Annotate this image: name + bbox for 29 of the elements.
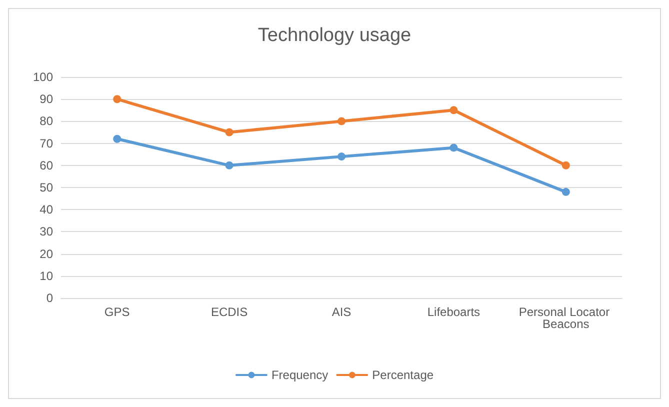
x-tick-label: ECDIS <box>210 305 248 319</box>
y-tick-label: 80 <box>40 114 54 128</box>
y-tick-label: 70 <box>40 136 54 150</box>
point <box>338 117 346 126</box>
legend-label: Percentage <box>372 368 434 382</box>
y-tick-label: 30 <box>40 224 54 239</box>
point <box>450 106 458 114</box>
point <box>450 144 458 152</box>
y-tick-label: 40 <box>40 202 54 217</box>
x-tick-label: Lifeboarts <box>427 305 480 319</box>
y-tick-label: 50 <box>40 180 54 194</box>
point <box>562 188 570 196</box>
x-tick-label: GPS <box>104 305 130 319</box>
chart-title: Technology usage <box>258 25 412 46</box>
point <box>225 128 234 136</box>
point <box>113 95 122 104</box>
y-tick-label: 10 <box>40 268 54 283</box>
legend-label: Frequency <box>271 368 328 382</box>
x-tick-label: AIS <box>332 305 352 319</box>
point <box>562 161 570 170</box>
y-tick-label: 100 <box>32 70 54 84</box>
y-tick-label: 20 <box>40 246 54 261</box>
x-tick-label: Personal Locator Beacons <box>518 305 613 331</box>
y-tick-label: 90 <box>40 92 54 106</box>
point <box>225 161 234 170</box>
point <box>113 134 122 143</box>
y-tick-label: 60 <box>40 158 54 172</box>
y-tick-label: 0 <box>46 291 54 305</box>
point <box>338 152 346 161</box>
